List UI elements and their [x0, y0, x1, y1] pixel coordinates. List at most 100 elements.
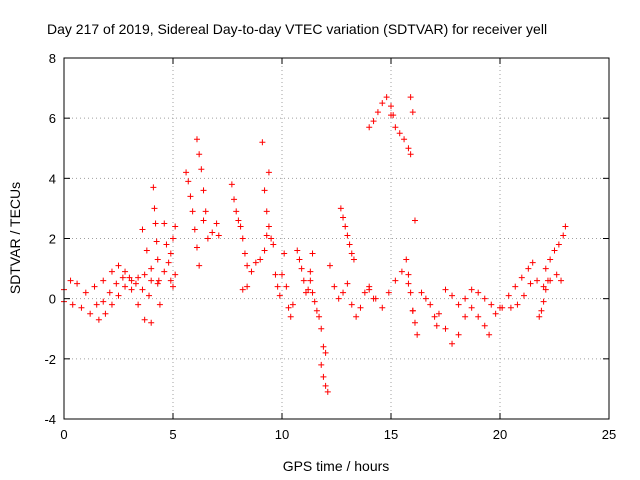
data-point [449, 340, 456, 347]
data-point [433, 322, 440, 329]
data-point [252, 259, 259, 266]
data-point [146, 292, 153, 299]
data-point [143, 247, 150, 254]
axis-ticks: 0 5 10 15 20 25 -4 -2 0 2 4 6 8 [44, 51, 616, 442]
data-point [153, 238, 160, 245]
data-point [135, 301, 142, 308]
data-point [91, 283, 98, 290]
data-point [555, 241, 562, 248]
data-point [167, 277, 174, 284]
data-point [154, 280, 161, 287]
data-point [198, 166, 205, 173]
data-point [401, 136, 408, 143]
data-point [161, 268, 168, 275]
x-tick-label: 0 [60, 427, 67, 442]
data-point [78, 304, 85, 311]
data-point [204, 235, 211, 242]
x-tick-label: 20 [493, 427, 507, 442]
data-point [392, 124, 399, 131]
x-tick-label: 25 [602, 427, 616, 442]
series [239, 232, 270, 293]
data-point [481, 322, 488, 329]
data-point [337, 205, 344, 212]
data-point [505, 292, 512, 299]
chart-title: Day 217 of 2019, Sidereal Day-to-day VTE… [47, 21, 547, 37]
data-point [318, 325, 325, 332]
y-tick-label: 0 [49, 292, 56, 307]
data-point [148, 265, 155, 272]
data-point [185, 178, 192, 185]
data-point [100, 298, 107, 305]
data-point [385, 289, 392, 296]
y-tick-label: 2 [49, 232, 56, 247]
data-point [261, 247, 268, 254]
data-point [540, 298, 547, 305]
data-point [518, 274, 525, 281]
data-point [475, 313, 482, 320]
data-point [148, 277, 155, 284]
x-tick-label: 10 [275, 427, 289, 442]
data-point [233, 208, 240, 215]
data-point [353, 313, 360, 320]
data-point [538, 307, 545, 314]
data-point [93, 301, 100, 308]
data-point [407, 289, 414, 296]
data-point [411, 217, 418, 224]
x-axis-label: GPS time / hours [283, 458, 390, 474]
data-point [287, 313, 294, 320]
data-point [396, 130, 403, 137]
data-point [392, 277, 399, 284]
data-point [259, 139, 266, 146]
series [161, 220, 179, 290]
data-point [405, 280, 412, 287]
data-point [462, 295, 469, 302]
data-point [350, 256, 357, 263]
data-point [156, 301, 163, 308]
data-point [172, 223, 179, 230]
data-point [132, 280, 139, 287]
data-point [139, 286, 146, 293]
data-point [294, 247, 301, 254]
data-point [172, 271, 179, 278]
data-point [228, 181, 235, 188]
data-point [316, 313, 323, 320]
data-point [274, 283, 281, 290]
series [228, 181, 251, 269]
data-point [335, 295, 342, 302]
y-tick-label: 8 [49, 51, 56, 66]
data-point [108, 301, 115, 308]
series [507, 271, 565, 311]
data-point [202, 208, 209, 215]
data-point [248, 268, 255, 275]
data-point [300, 277, 307, 284]
data-point [442, 325, 449, 332]
data-point [82, 289, 89, 296]
grid-lines [64, 58, 609, 419]
data-point [560, 232, 567, 239]
data-point [200, 217, 207, 224]
data-point [213, 220, 220, 227]
data-point [170, 235, 176, 242]
series [93, 274, 153, 308]
data-point [553, 271, 560, 278]
series [307, 277, 329, 356]
data-point [488, 301, 495, 308]
series [418, 289, 440, 329]
data-point [235, 217, 242, 224]
data-point [507, 304, 514, 311]
data-point [499, 304, 506, 311]
data-point [126, 274, 133, 281]
data-point [322, 382, 329, 389]
data-point [462, 313, 469, 320]
data-point [152, 220, 159, 227]
data-point [475, 289, 482, 296]
data-point [139, 226, 146, 233]
data-point [562, 223, 569, 230]
data-point [324, 388, 331, 395]
data-point [183, 169, 190, 176]
data-point [318, 361, 325, 368]
data-point [536, 313, 543, 320]
data-point [154, 256, 161, 263]
data-point [115, 292, 122, 299]
